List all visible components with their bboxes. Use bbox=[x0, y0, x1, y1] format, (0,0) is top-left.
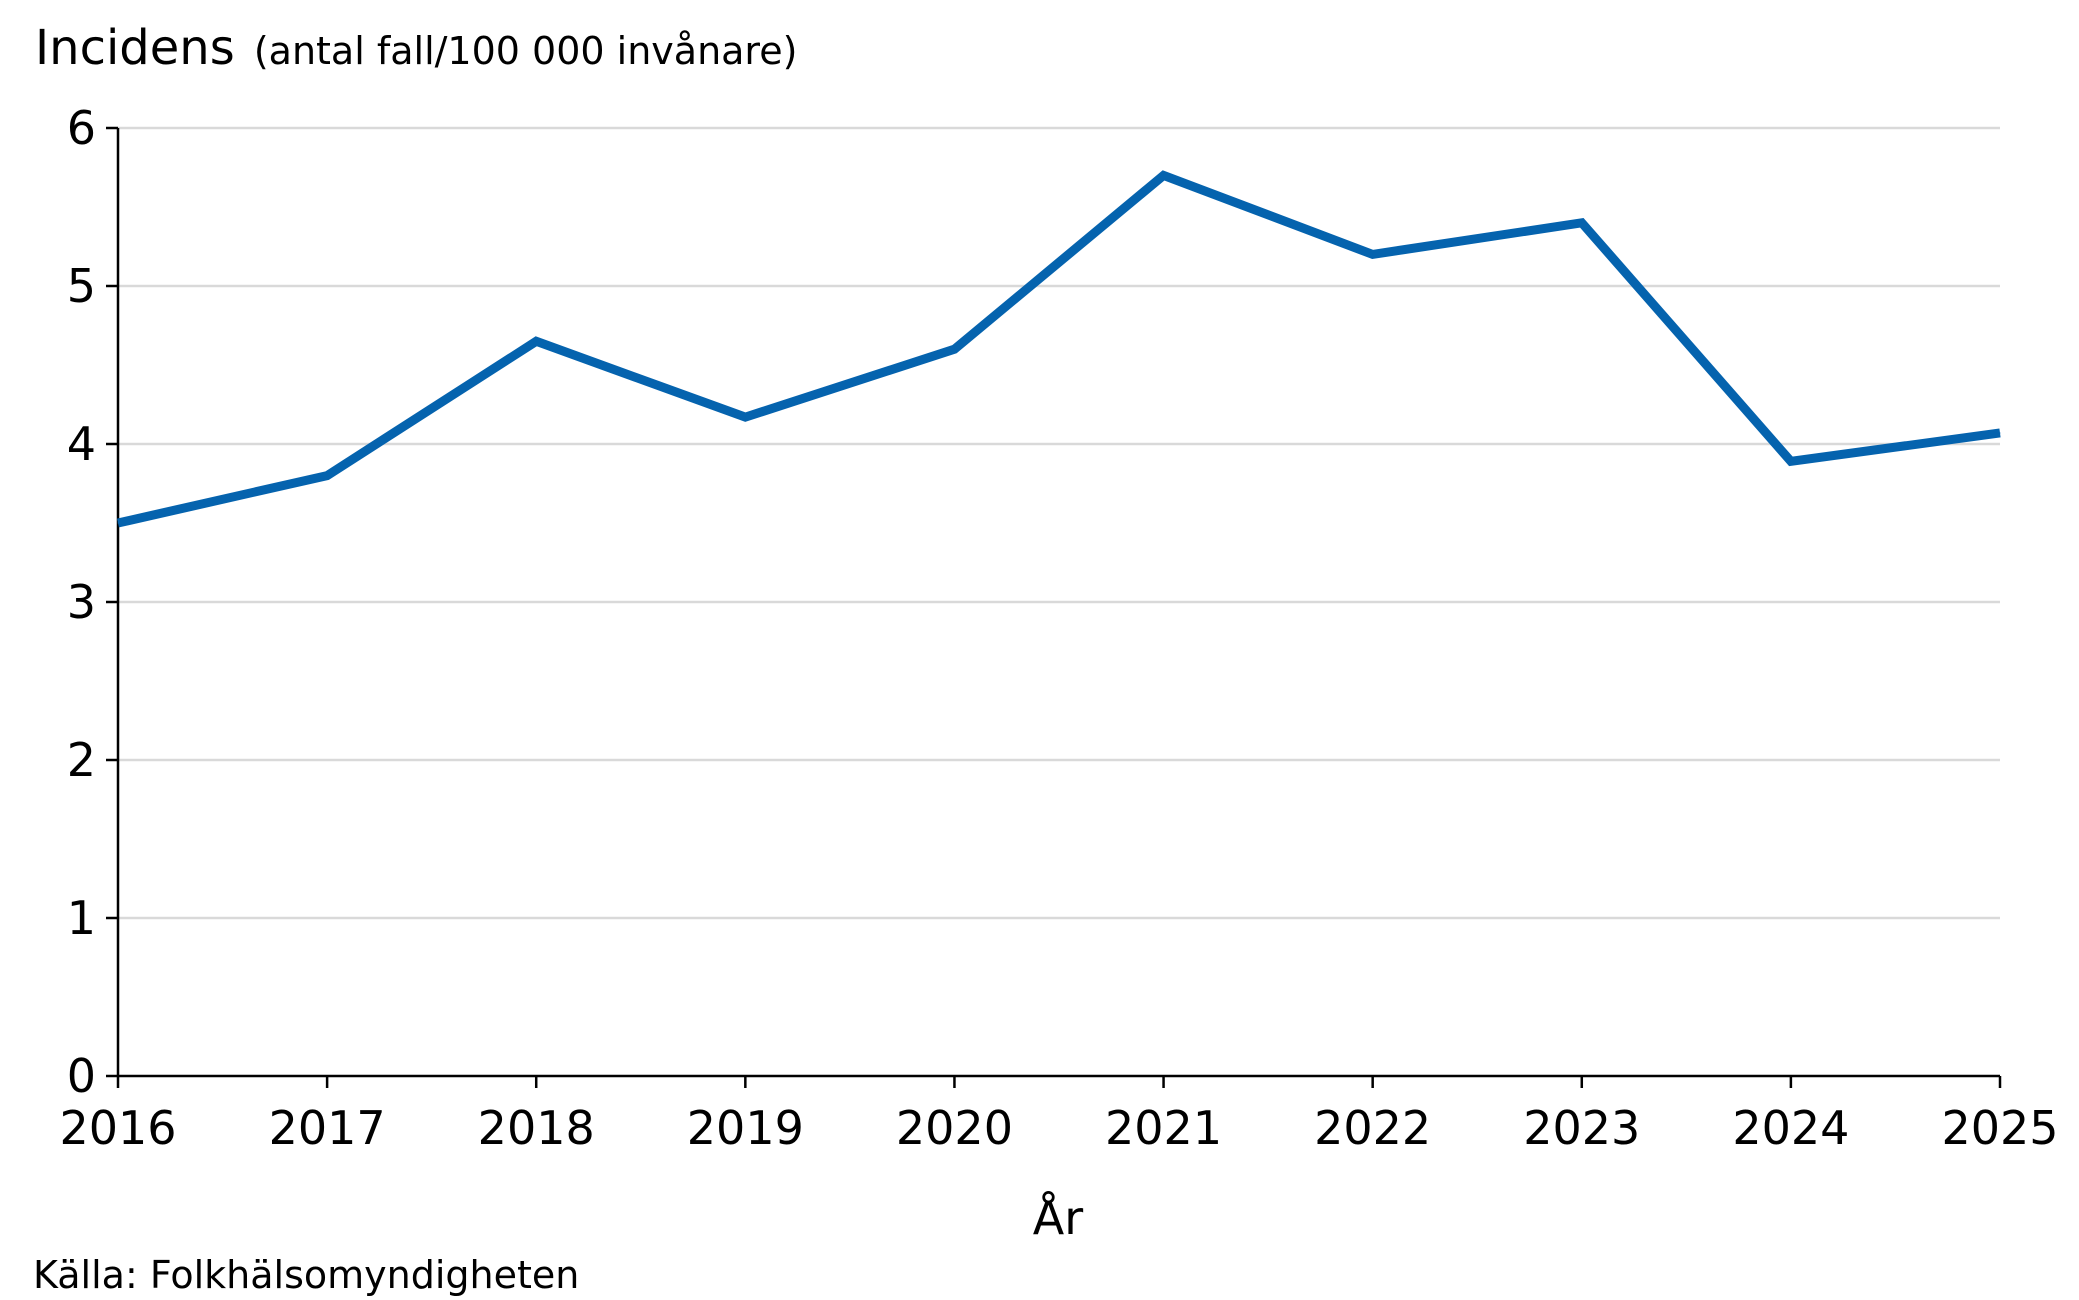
data-point bbox=[117, 522, 119, 524]
data-point bbox=[326, 475, 328, 477]
y-axis-title-unit: (antal fall/100 000 invånare) bbox=[254, 29, 798, 73]
x-tick-label: 2019 bbox=[687, 1101, 804, 1155]
x-ticks: 2016 2017 2018 2019 2020 2021 2022 2023 2024 2025 bbox=[59, 1076, 2059, 1155]
y-ticks: 0 1 2 3 4 5 6 bbox=[67, 101, 118, 1103]
series-line bbox=[117, 170, 2001, 528]
x-tick-label: 2024 bbox=[1732, 1101, 1849, 1155]
x-tick-label: 2020 bbox=[896, 1101, 1013, 1155]
x-tick-label: 2021 bbox=[1105, 1101, 1222, 1155]
x-tick-label: 2023 bbox=[1523, 1101, 1640, 1155]
data-point bbox=[744, 416, 746, 418]
series-group bbox=[117, 170, 2001, 528]
y-tick-label: 0 bbox=[67, 1049, 96, 1103]
x-axis-title: År bbox=[1033, 1191, 1083, 1245]
x-tick-label: 2018 bbox=[478, 1101, 595, 1155]
data-point bbox=[1581, 222, 1583, 224]
y-tick-label: 5 bbox=[67, 259, 96, 313]
x-tick-label: 2025 bbox=[1941, 1101, 2058, 1155]
gridlines bbox=[118, 126, 2000, 920]
data-point bbox=[535, 340, 537, 342]
y-tick-label: 6 bbox=[67, 101, 96, 155]
y-axis-title: Incidens (antal fall/100 000 invånare) bbox=[35, 20, 797, 76]
y-tick-label: 2 bbox=[67, 733, 96, 787]
data-point bbox=[1163, 174, 1165, 176]
data-point bbox=[1999, 432, 2001, 434]
x-tick-label: 2022 bbox=[1314, 1101, 1431, 1155]
data-point bbox=[1372, 253, 1374, 255]
y-axis-title-main: Incidens bbox=[35, 20, 235, 76]
data-point bbox=[953, 348, 955, 350]
x-tick-label: 2016 bbox=[59, 1101, 176, 1155]
y-tick-label: 4 bbox=[67, 417, 96, 471]
x-tick-label: 2017 bbox=[269, 1101, 386, 1155]
source-note: Källa: Folkhälsomyndigheten bbox=[33, 1253, 579, 1297]
y-tick-label: 3 bbox=[67, 575, 96, 629]
y-tick-label: 1 bbox=[67, 891, 96, 945]
data-point bbox=[1790, 460, 1792, 462]
